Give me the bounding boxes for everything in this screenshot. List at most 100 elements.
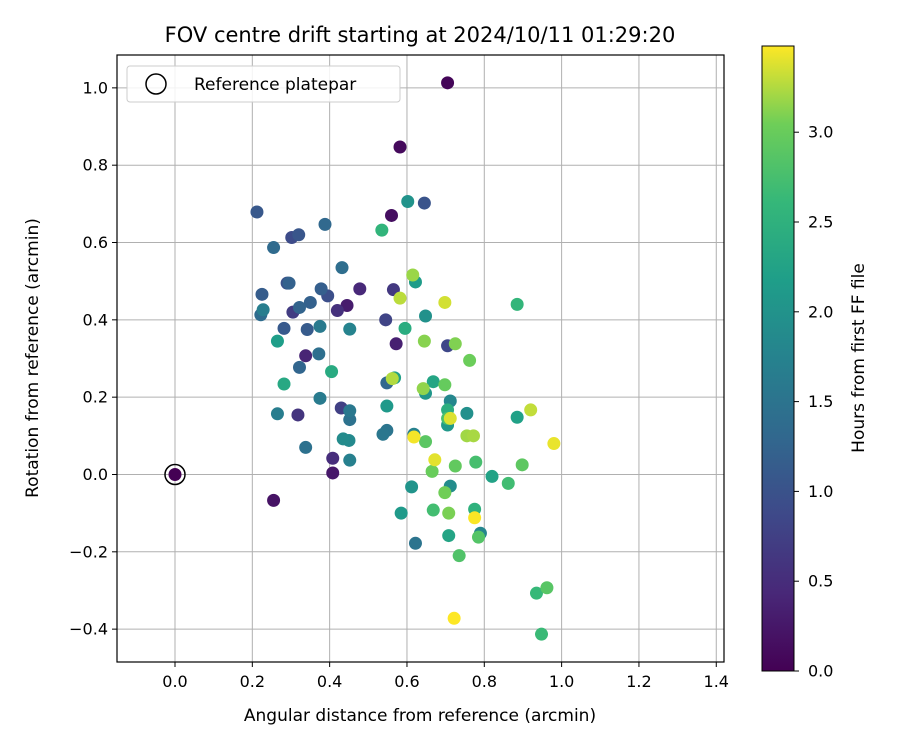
x-axis-label: Angular distance from reference (arcmin) bbox=[244, 706, 596, 726]
chart-title: FOV centre drift starting at 2024/10/11 … bbox=[165, 23, 676, 47]
scatter-point bbox=[376, 427, 390, 441]
scatter-point bbox=[468, 511, 482, 525]
scatter-point bbox=[343, 404, 357, 418]
scatter-point bbox=[300, 323, 314, 337]
y-tick-label: 0.4 bbox=[83, 310, 108, 329]
scatter-point bbox=[292, 300, 306, 314]
scatter-point bbox=[336, 432, 350, 446]
scatter-point bbox=[168, 467, 182, 481]
scatter-point bbox=[428, 453, 442, 467]
x-tick-label: 0.2 bbox=[240, 672, 265, 691]
scatter-point bbox=[343, 413, 357, 427]
scatter-point bbox=[419, 309, 433, 323]
scatter-point bbox=[547, 437, 561, 451]
scatter-point bbox=[515, 458, 529, 472]
colorbar-label: Hours from first FF file bbox=[849, 263, 869, 453]
scatter-point bbox=[270, 334, 284, 348]
x-tick-label: 1.0 bbox=[549, 672, 574, 691]
scatter-point bbox=[375, 223, 389, 237]
scatter-point bbox=[292, 228, 306, 242]
y-axis-label: Rotation from reference (arcmin) bbox=[23, 218, 43, 498]
scatter-point bbox=[407, 430, 421, 444]
scatter-point bbox=[318, 217, 332, 231]
scatter-point bbox=[385, 372, 399, 386]
y-tick-label: 0.6 bbox=[83, 233, 108, 252]
scatter-point bbox=[419, 435, 433, 449]
scatter-point bbox=[256, 303, 270, 317]
scatter-point bbox=[314, 282, 328, 296]
scatter-point bbox=[447, 611, 461, 625]
scatter-point bbox=[389, 337, 403, 351]
scatter-point bbox=[330, 304, 344, 318]
scatter-point bbox=[277, 377, 291, 391]
scatter-point bbox=[353, 282, 367, 296]
scatter-point bbox=[299, 440, 313, 454]
scatter-point bbox=[267, 241, 281, 255]
scatter-point bbox=[443, 411, 457, 425]
scatter-point bbox=[405, 480, 419, 494]
x-axis-ticks: 0.0 0.2 0.4 0.6 0.8 1.0 1.2 1.4 bbox=[162, 662, 729, 691]
x-tick-label: 1.4 bbox=[704, 672, 729, 691]
x-tick-label: 0.4 bbox=[317, 672, 342, 691]
scatter-point bbox=[441, 76, 455, 90]
scatter-point bbox=[460, 406, 474, 420]
scatter-point bbox=[510, 297, 524, 311]
scatter-point bbox=[529, 586, 543, 600]
y-tick-label: 1.0 bbox=[83, 78, 108, 97]
scatter-point bbox=[394, 506, 408, 520]
scatter-point bbox=[469, 455, 483, 469]
scatter-point bbox=[313, 319, 327, 333]
scatter-point bbox=[326, 451, 340, 465]
scatter-point bbox=[312, 347, 326, 361]
colorbar-tick-label: 2.0 bbox=[808, 302, 833, 321]
scatter-point bbox=[313, 391, 327, 405]
y-tick-label: 0.2 bbox=[83, 388, 108, 407]
scatter-point bbox=[267, 493, 281, 507]
y-tick-label: 0.8 bbox=[83, 156, 108, 175]
colorbar-gradient bbox=[761, 45, 795, 672]
scatter-point bbox=[270, 407, 284, 421]
scatter-point bbox=[535, 627, 549, 641]
scatter-point bbox=[501, 476, 515, 490]
scatter-point bbox=[292, 360, 306, 374]
scatter-point bbox=[442, 506, 456, 520]
scatter-point bbox=[524, 403, 538, 417]
scatter-point bbox=[277, 321, 291, 335]
scatter-point bbox=[393, 140, 407, 154]
scatter-point bbox=[426, 375, 440, 389]
scatter-point bbox=[452, 549, 466, 563]
scatter-point bbox=[448, 459, 462, 473]
colorbar-tick-label: 1.5 bbox=[808, 392, 833, 411]
x-tick-label: 0.8 bbox=[472, 672, 497, 691]
scatter-point bbox=[408, 536, 422, 550]
scatter-point bbox=[485, 469, 499, 483]
x-tick-label: 1.2 bbox=[626, 672, 651, 691]
scatter-point bbox=[380, 399, 394, 413]
scatter-point bbox=[325, 365, 339, 379]
x-tick-label: 0.0 bbox=[162, 672, 187, 691]
scatter-point bbox=[466, 429, 480, 443]
scatter-point bbox=[438, 378, 452, 392]
colorbar-tick-label: 0.5 bbox=[808, 572, 833, 591]
colorbar-tick-label: 2.5 bbox=[808, 213, 833, 232]
scatter-point bbox=[416, 382, 430, 396]
scatter-point bbox=[398, 321, 412, 335]
scatter-point bbox=[343, 453, 357, 467]
scatter-point bbox=[385, 208, 399, 222]
colorbar-tick-label: 1.0 bbox=[808, 482, 833, 501]
reference-marker-layer bbox=[164, 463, 186, 486]
colorbar: 0.0 0.5 1.0 1.5 2.0 2.5 3.0 Hours from first F… bbox=[761, 45, 869, 681]
y-tick-label: −0.4 bbox=[69, 620, 108, 639]
scatter-point bbox=[417, 334, 431, 348]
y-axis-ticks: −0.4 −0.2 0.0 0.2 0.4 0.6 0.8 1.0 bbox=[69, 78, 117, 639]
scatter-point bbox=[510, 410, 524, 424]
legend: Reference platepar bbox=[126, 65, 401, 103]
scatter-point bbox=[417, 196, 431, 210]
scatter-point bbox=[463, 353, 477, 367]
scatter-point bbox=[471, 530, 485, 544]
scatter-point bbox=[401, 195, 415, 209]
scatter-point bbox=[379, 313, 393, 327]
y-tick-label: 0.0 bbox=[83, 465, 108, 484]
scatter-point bbox=[442, 529, 456, 543]
